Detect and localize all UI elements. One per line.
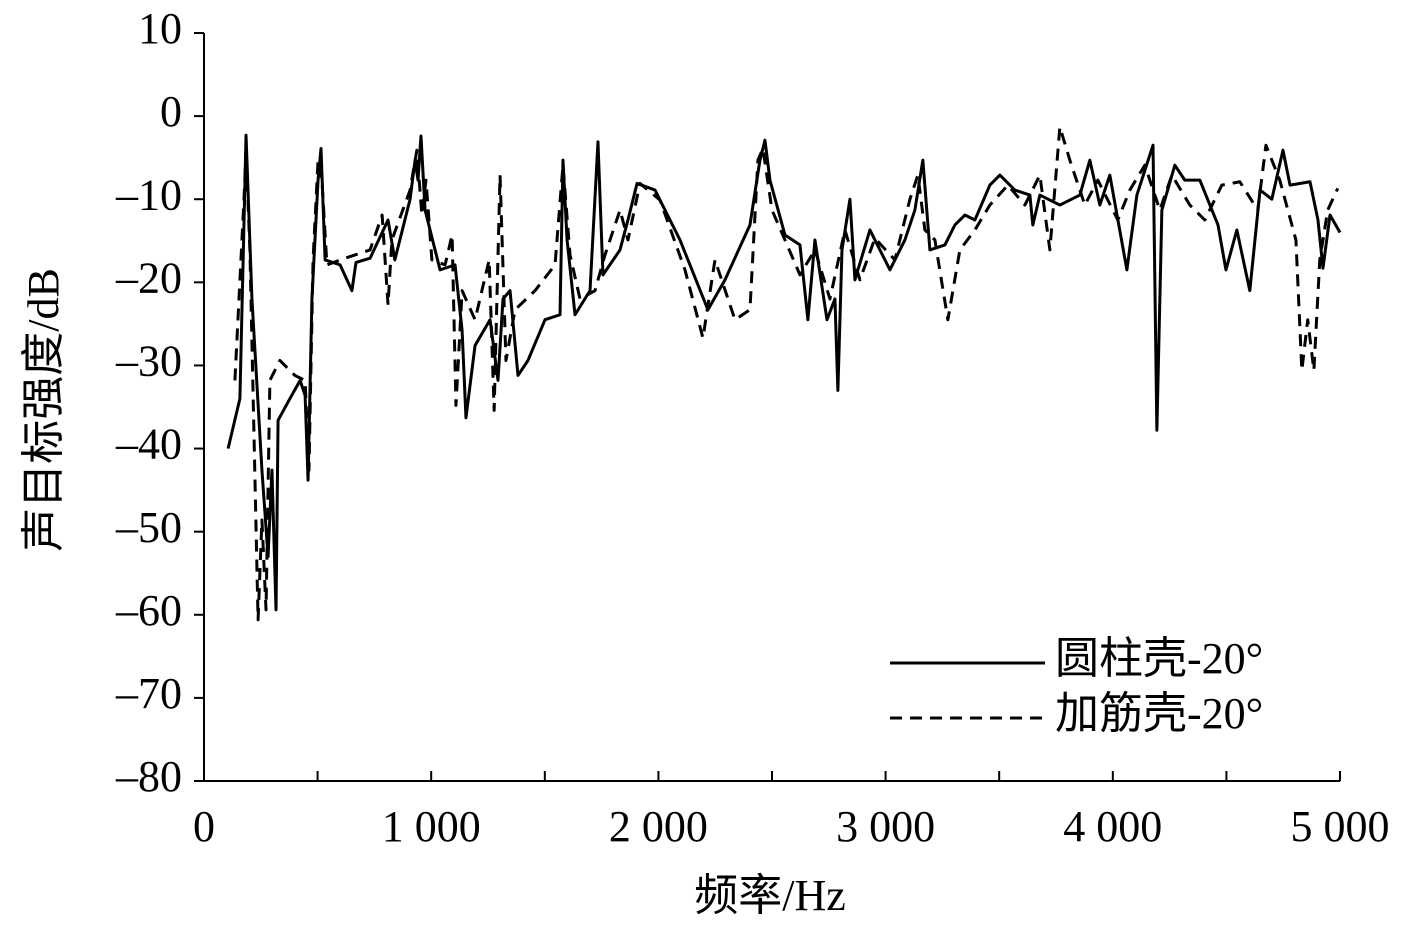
y-tick-label: 10 — [138, 4, 182, 53]
y-tick-label: 0 — [160, 87, 182, 136]
y-tick-label: –20 — [115, 253, 182, 302]
legend-label: 加筋壳-20° — [1055, 689, 1263, 738]
x-tick-label: 3 000 — [836, 802, 935, 851]
y-tick-label: –50 — [115, 503, 182, 552]
x-tick-label: 2 000 — [609, 802, 708, 851]
y-tick-label: –30 — [115, 337, 182, 386]
y-tick-label: –60 — [115, 586, 182, 635]
legend-label: 圆柱壳-20° — [1055, 634, 1263, 683]
y-axis-label: 声目标强度/dB — [19, 268, 68, 552]
x-tick-label: 4 000 — [1063, 802, 1162, 851]
y-tick-label: –70 — [115, 669, 182, 718]
y-tick-label: –40 — [115, 420, 182, 469]
data-line — [233, 125, 1340, 622]
y-tick-label: –10 — [115, 170, 182, 219]
x-tick-label: 5 000 — [1291, 802, 1390, 851]
data-line — [226, 133, 1342, 612]
x-tick-label: 0 — [193, 802, 215, 851]
x-axis-label: 频率/Hz — [694, 871, 846, 920]
y-tick-label: –80 — [115, 752, 182, 801]
x-tick-label: 1 000 — [382, 802, 481, 851]
